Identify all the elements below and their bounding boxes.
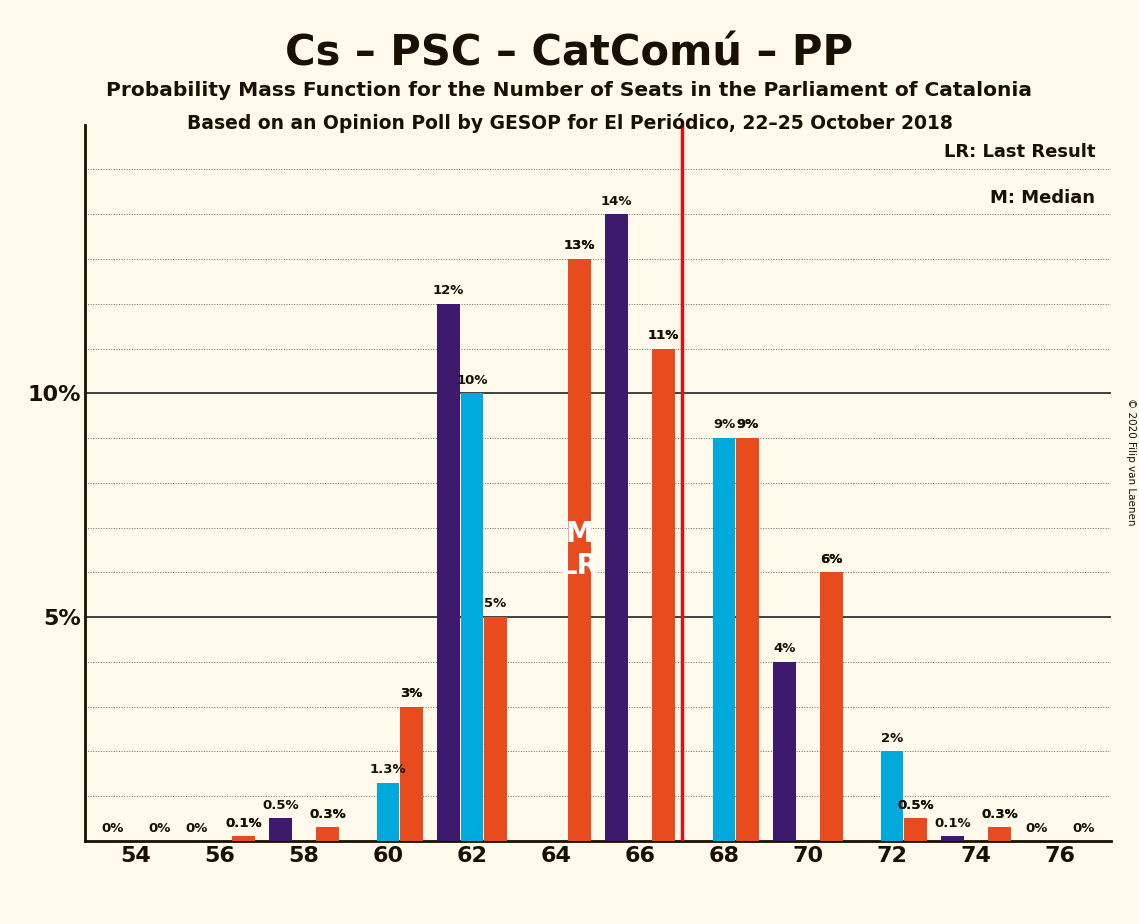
Text: 11%: 11% (648, 329, 679, 342)
Bar (713, 438, 735, 841)
Text: 0.1%: 0.1% (226, 817, 262, 830)
Text: 0%: 0% (101, 822, 123, 835)
Bar (737, 438, 759, 841)
Text: 11%: 11% (648, 329, 679, 342)
Text: 0.1%: 0.1% (934, 817, 970, 830)
Bar (904, 819, 927, 841)
Text: 9%: 9% (737, 419, 759, 432)
Text: Based on an Opinion Poll by GESOP for El Periódico, 22–25 October 2018: Based on an Opinion Poll by GESOP for El… (187, 113, 952, 133)
Text: Probability Mass Function for the Number of Seats in the Parliament of Catalonia: Probability Mass Function for the Number… (107, 81, 1032, 101)
Text: 0.3%: 0.3% (309, 808, 346, 821)
Text: Cs – PSC – CatComú – PP: Cs – PSC – CatComú – PP (286, 32, 853, 74)
Bar (820, 572, 843, 841)
Bar (437, 304, 459, 841)
Text: 0.5%: 0.5% (898, 798, 934, 812)
Text: 2%: 2% (880, 732, 903, 745)
Text: 0.1%: 0.1% (226, 817, 262, 830)
Text: 9%: 9% (737, 419, 759, 432)
Text: 0.3%: 0.3% (981, 808, 1018, 821)
Text: 10%: 10% (457, 373, 487, 386)
Bar (400, 707, 423, 841)
Bar (773, 662, 796, 841)
Text: 14%: 14% (600, 195, 632, 208)
Text: M
LR: M LR (560, 519, 599, 580)
Bar (989, 827, 1010, 841)
Bar (880, 751, 903, 841)
Bar (317, 827, 338, 841)
Text: 3%: 3% (400, 687, 423, 699)
Text: 0.5%: 0.5% (898, 798, 934, 812)
Text: 4%: 4% (773, 642, 796, 655)
Text: 6%: 6% (820, 553, 843, 565)
Text: 12%: 12% (433, 284, 464, 297)
Bar (269, 819, 292, 841)
Bar (568, 259, 591, 841)
Text: 9%: 9% (713, 419, 735, 432)
Bar (605, 214, 628, 841)
Text: 0%: 0% (186, 822, 207, 835)
Text: 3%: 3% (400, 687, 423, 699)
Text: 0%: 0% (1073, 822, 1095, 835)
Bar (653, 348, 674, 841)
Text: 0.3%: 0.3% (981, 808, 1018, 821)
Text: 5%: 5% (484, 597, 507, 611)
Bar (941, 836, 964, 841)
Bar (232, 836, 255, 841)
Bar (377, 783, 399, 841)
Text: 0.3%: 0.3% (309, 808, 346, 821)
Text: 0%: 0% (1025, 822, 1048, 835)
Text: 1.3%: 1.3% (369, 763, 407, 776)
Text: M: Median: M: Median (990, 189, 1096, 207)
Text: 6%: 6% (820, 553, 843, 565)
Text: 13%: 13% (564, 239, 596, 252)
Text: 0%: 0% (148, 822, 171, 835)
Bar (461, 394, 483, 841)
Text: 13%: 13% (564, 239, 596, 252)
Text: © 2020 Filip van Laenen: © 2020 Filip van Laenen (1126, 398, 1136, 526)
Text: 0.5%: 0.5% (262, 798, 298, 812)
Text: LR: Last Result: LR: Last Result (943, 142, 1096, 161)
Bar (484, 617, 507, 841)
